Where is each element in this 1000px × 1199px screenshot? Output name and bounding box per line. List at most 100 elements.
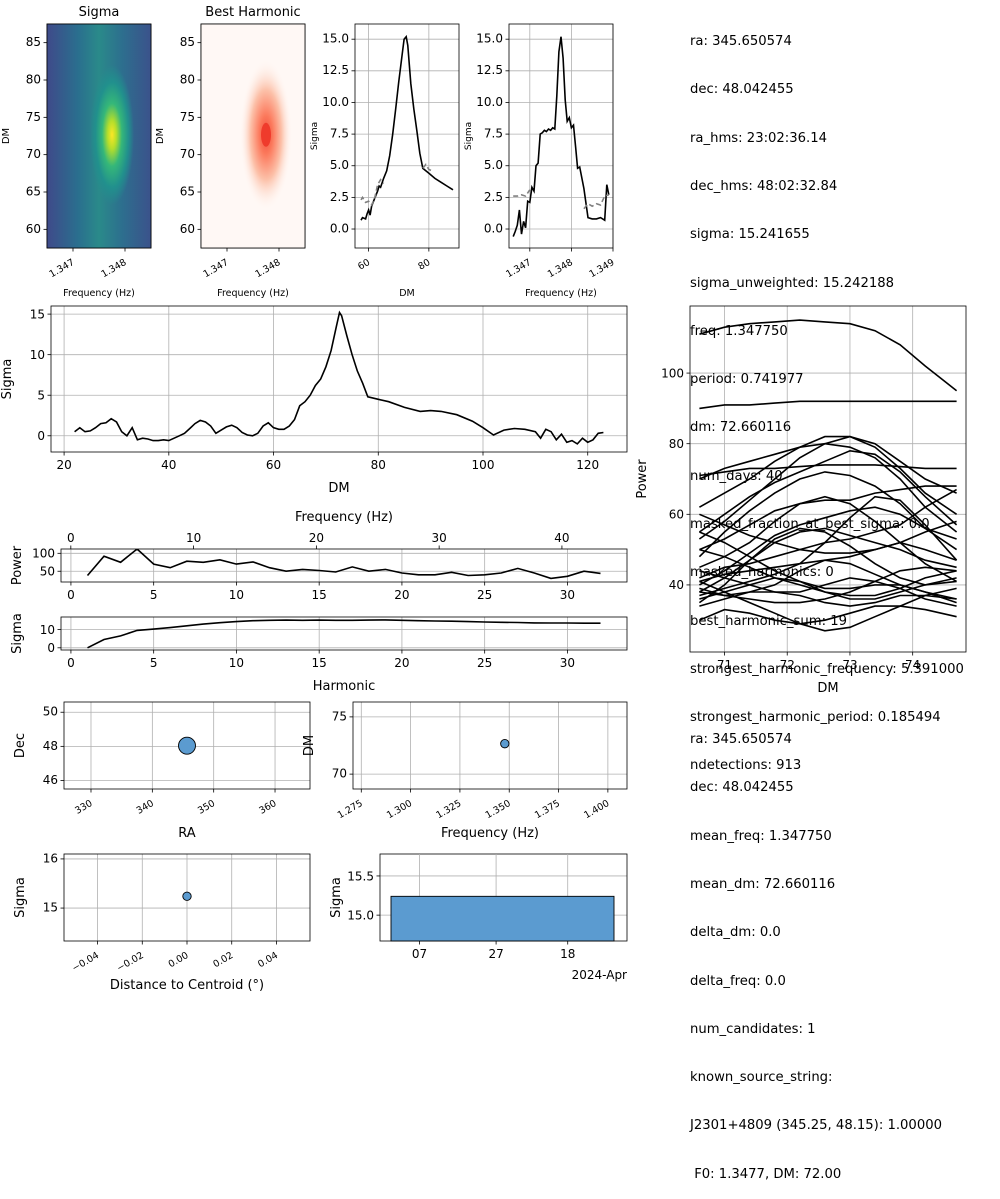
power_vs_harmonic-axes: 0 5 10 15 20 25 30 50 100 Power 0 10 20 30 40 Frequency… [10, 510, 628, 602]
dist_sigma-xtick-label-3: 0.02 [211, 950, 235, 970]
sigma_vs_dm_small-ytick-label-0: 0.0 [330, 221, 349, 235]
info-line-sigma-unweighted: sigma_unweighted: 15.242188 [690, 275, 895, 291]
ra_dec-frame [63, 701, 311, 790]
power_vs_dm-frame [689, 305, 967, 653]
power_vs_harmonic-xtick-label-4: 20 [394, 588, 409, 602]
sigma_vs_freq_small-xtick-label-1: 1.348 [546, 257, 575, 280]
sigma_vs_dm_small-ytick-label-4: 10.0 [322, 95, 349, 109]
dist_sigma-ylabel: Sigma [13, 877, 28, 918]
freq_dm-ylabel: DM [302, 735, 317, 756]
sigma_vs_dm_wide-xtick-label-1: 40 [161, 458, 176, 472]
info-line-best-harmonic-sum: best_harmonic_sum: 19 [690, 613, 848, 629]
sigma_vs_dm_wide-series-group [74, 310, 604, 445]
info-line-ra-hms: ra_hms: 23:02:36.14 [690, 130, 828, 146]
power_vs_harmonic-ytick-label-1: 100 [32, 547, 55, 561]
power_vs_dm-series-h14 [699, 513, 957, 554]
info-line-ra: ra: 345.650574 [690, 34, 792, 50]
ra_dec-xtick-label-2: 350 [196, 798, 217, 817]
dist_sigma-point-0 [182, 891, 192, 901]
sigma_vs_dm_wide-xtick-label-0: 20 [56, 458, 71, 472]
sigma_vs_freq_small-series-group [512, 36, 610, 237]
sigma_vs_harmonic-series-group [87, 619, 601, 649]
best_harmonic_map-xtick-label-1: 1.348 [253, 257, 282, 280]
info-line-ndetections: ndetections: 913 [690, 758, 802, 774]
ra_dec-xtick-label-1: 340 [135, 798, 156, 817]
sigma_vs_freq_small-series-masked_right [583, 194, 610, 210]
date_sigma-ytick-label-0: 15.0 [347, 908, 374, 922]
sigma_vs_freq_small-ytick-label-4: 10.0 [476, 95, 503, 109]
power_vs_dm-series-h16 [699, 495, 958, 597]
ra_dec-ytick-label-0: 46 [43, 773, 58, 787]
power_vs_dm-xtick-label-0: 71 [717, 658, 732, 672]
freq_dm-xtick-label-0: 1.275 [336, 798, 365, 821]
sigma_vs_harmonic-xtick-label-0: 0 [67, 656, 75, 670]
freq_dm-frame [352, 701, 628, 790]
info-line-sigma: sigma: 15.241655 [690, 227, 810, 243]
ra_dec-ylabel: Dec [13, 733, 28, 758]
sigma_vs_dm_small-ytick-label-3: 7.5 [330, 127, 349, 141]
power_vs_harmonic-xtick-label-2: 10 [229, 588, 244, 602]
power_vs_dm-series-h25 [699, 577, 957, 600]
freq_dm-ytick-label-0: 70 [332, 767, 347, 781]
info-line-masked-harmonics: masked_harmonics: 0 [690, 565, 834, 581]
sigma_map-peak [90, 64, 134, 205]
sigma_map-title: Sigma [79, 5, 120, 20]
sigma_map-ytick-label-3: 75 [26, 110, 41, 124]
info-line-masked-fraction: masked_fraction_at_best_sigma: 0.0 [690, 517, 930, 532]
ra_dec-xtick-label-0: 330 [73, 798, 94, 817]
info-line-period: period: 0.741977 [690, 372, 804, 388]
cluster-line-mean-dm: mean_dm: 72.660116 [690, 877, 836, 893]
cluster-line-dec: dec: 48.042455 [690, 780, 794, 796]
power_vs_dm-series-h20 [699, 559, 957, 600]
cluster-line-delta-dm: delta_dm: 0.0 [690, 925, 781, 941]
sigma_vs_dm_small-ytick-label-5: 12.5 [322, 63, 349, 77]
power_vs_harmonic-top-tick-label-2: 20 [309, 531, 324, 545]
info-line-num-days: num_days: 40 [690, 468, 783, 484]
power_vs_dm-series-h2 [699, 400, 957, 410]
cluster-line-known-source-label: known_source_string: [690, 1070, 833, 1086]
freq_dm-xtick-label-2: 1.325 [434, 798, 463, 821]
power_vs_dm-axes: 71 72 73 74 40 60 80 100 DM Power [635, 305, 967, 696]
freq_dm-xtick-label-3: 1.350 [484, 798, 513, 821]
cluster-line-mean-freq: mean_freq: 1.347750 [690, 828, 832, 844]
power_vs_dm-ytick-label-2: 80 [669, 437, 684, 451]
date_sigma-offset-label: 2024-Apr [572, 968, 627, 982]
sigma_vs_harmonic-axes: 0 5 10 15 20 25 30 0 10 Harmonic Sigma [10, 613, 628, 694]
candidate-figure: 1.347 1.348 60 65 70 75 80 85 Frequency (Hz) DM Si… [0, 5, 967, 993]
date_sigma-ylabel: Sigma [329, 877, 344, 918]
sigma_map-ytick-label-4: 80 [26, 72, 41, 86]
sigma_vs_dm_small-ytick-label-6: 15.0 [322, 32, 349, 46]
sigma_map-xtick-label-0: 1.347 [47, 257, 76, 280]
power_vs_harmonic-ytick-label-0: 50 [40, 565, 55, 579]
best_harmonic_map-xtick-label-0: 1.347 [201, 257, 230, 280]
power_vs_dm-series-group [698, 319, 958, 632]
sigma_vs_harmonic-xtick-label-5: 25 [477, 656, 492, 670]
power_vs_harmonic-frame [60, 548, 628, 583]
best_harmonic_map-ytick-label-0: 60 [180, 222, 195, 236]
power_vs_harmonic-xtick-label-5: 25 [477, 588, 492, 602]
sigma_map-axes: 1.347 1.348 60 65 70 75 80 85 Frequency (Hz) DM Si… [1, 5, 152, 299]
sigma_map-ylabel: DM [1, 128, 12, 144]
sigma_vs_freq_small-ylabel: Sigma [464, 122, 474, 150]
best_harmonic_map-peak [261, 122, 271, 147]
power_vs_harmonic-xtick-label-3: 15 [312, 588, 327, 602]
power_vs_dm-series-h15 [699, 527, 957, 593]
power_vs_dm-series-h21 [699, 566, 957, 604]
candidate-info-text: ra: 345.650574 dec: 48.042455 ra_hms: 23… [690, 2, 964, 791]
power_vs_harmonic-top-tick-label-3: 30 [432, 531, 447, 545]
power_vs_dm-series-h7 [698, 449, 958, 533]
sigma_vs_dm_wide-frame [50, 305, 628, 453]
sigma_map-ytick-label-2: 70 [26, 147, 41, 161]
info-line-dec-hms: dec_hms: 48:02:32.84 [690, 179, 838, 195]
sigma_vs_dm_wide-ytick-label-3: 15 [30, 307, 45, 321]
sigma_vs_harmonic-xtick-label-2: 10 [229, 656, 244, 670]
power_vs_harmonic-xtick-label-0: 0 [67, 588, 75, 602]
dist_sigma-frame [63, 853, 311, 942]
sigma_vs_dm_wide-xtick-label-5: 120 [576, 458, 599, 472]
date_sigma-ytick-label-1: 15.5 [347, 869, 374, 883]
sigma_map-frame-top [46, 23, 152, 249]
sigma_map-xtick-label-1: 1.348 [99, 257, 128, 280]
power_vs_dm-series-h5 [699, 435, 958, 515]
cluster-line-delta-freq: delta_freq: 0.0 [690, 973, 786, 989]
power_vs_dm-ytick-label-1: 60 [669, 508, 684, 522]
